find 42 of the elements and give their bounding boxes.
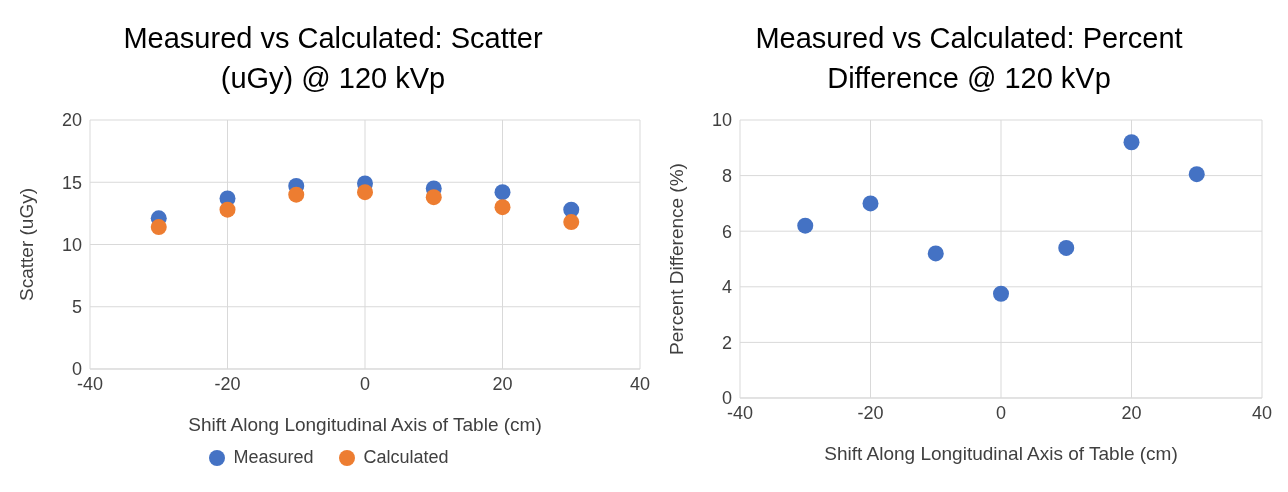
y-tick-label: 4: [721, 277, 732, 298]
point: [357, 184, 373, 201]
y-tick-label: 0: [71, 359, 82, 380]
x-tick-label: 20: [1121, 402, 1142, 423]
point: [1058, 239, 1075, 256]
chart-title: Measured vs Calculated: Scatter (uGy) @ 120 kVp: [122, 21, 544, 96]
y-axis-title: Scatter (uGy): [15, 188, 37, 301]
point: [219, 201, 236, 218]
point: [1123, 134, 1140, 151]
y-tick-label: 10: [61, 234, 82, 255]
legend-label: Calculated: [363, 447, 449, 468]
point: [288, 186, 305, 203]
point: [494, 199, 511, 216]
point: [927, 245, 944, 262]
point: [993, 285, 1009, 302]
point: [425, 189, 442, 206]
x-tick-label: 20: [492, 373, 513, 394]
point: [1188, 166, 1205, 183]
x-tick-label: 40: [1251, 402, 1273, 423]
legend-label: Measured: [233, 447, 314, 468]
point: [494, 184, 511, 201]
y-tick-label: 6: [721, 221, 732, 242]
y-tick-label: 5: [71, 297, 82, 318]
y-tick-label: 2: [721, 332, 732, 353]
x-tick-label: 0: [359, 373, 371, 394]
y-tick-label: 10: [711, 110, 732, 131]
point: [862, 195, 879, 212]
x-tick-label: -20: [857, 402, 884, 423]
y-tick-label: 15: [61, 172, 82, 193]
y-axis-title: Percent Difference (%): [665, 163, 687, 355]
chart-title: Measured vs Calculated: Percent Difference @ 120 kVp: [754, 21, 1184, 96]
x-tick-label: 0: [995, 402, 1007, 423]
point: [797, 217, 814, 234]
point: [150, 219, 167, 236]
x-tick-label: 40: [629, 373, 651, 394]
y-tick-label: 20: [61, 110, 82, 131]
x-tick-label: -20: [214, 373, 241, 394]
x-axis-title: Shift Along Longitudinal Axis of Table (cm): [824, 443, 1178, 464]
y-tick-label: 8: [721, 165, 732, 186]
x-axis-title: Shift Along Longitudinal Axis of Table (cm): [188, 414, 542, 435]
y-tick-label: 0: [721, 388, 732, 409]
point: [563, 214, 580, 231]
